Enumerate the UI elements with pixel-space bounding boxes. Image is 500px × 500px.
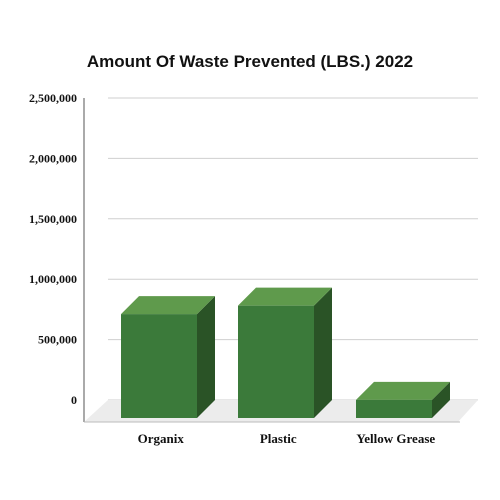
bar-front (356, 399, 432, 418)
y-tick-labels: 0 500,000 1,000,000 1,500,000 2,000,000 2,500… (29, 91, 77, 407)
bar (121, 296, 215, 418)
y-tick-label: 1,500,000 (29, 212, 77, 226)
bar-side (432, 381, 450, 418)
bar-top (356, 381, 450, 400)
bar-front (121, 314, 197, 418)
bar (238, 287, 332, 418)
bar-side (197, 296, 215, 418)
y-tick-label: 2,000,000 (29, 151, 77, 165)
y-tick-label: 0 (71, 393, 77, 407)
bar-side (314, 287, 332, 418)
axis-layer (83, 98, 460, 423)
bar-top (121, 296, 215, 315)
x-tick-label: Plastic (260, 431, 297, 446)
category-labels: Organix Plastic Yellow Grease (138, 431, 436, 446)
bar-top (238, 287, 332, 306)
y-tick-label: 500,000 (38, 333, 77, 347)
bar (356, 381, 450, 418)
bar-front (238, 305, 314, 418)
chart-title: Amount Of Waste Prevented (LBS.) 2022 (86, 52, 414, 71)
y-tick-label: 1,000,000 (29, 272, 77, 286)
x-tick-label: Organix (138, 431, 185, 446)
x-tick-label: Yellow Grease (356, 431, 435, 446)
y-tick-label: 2,500,000 (29, 91, 77, 105)
bars (121, 287, 450, 418)
